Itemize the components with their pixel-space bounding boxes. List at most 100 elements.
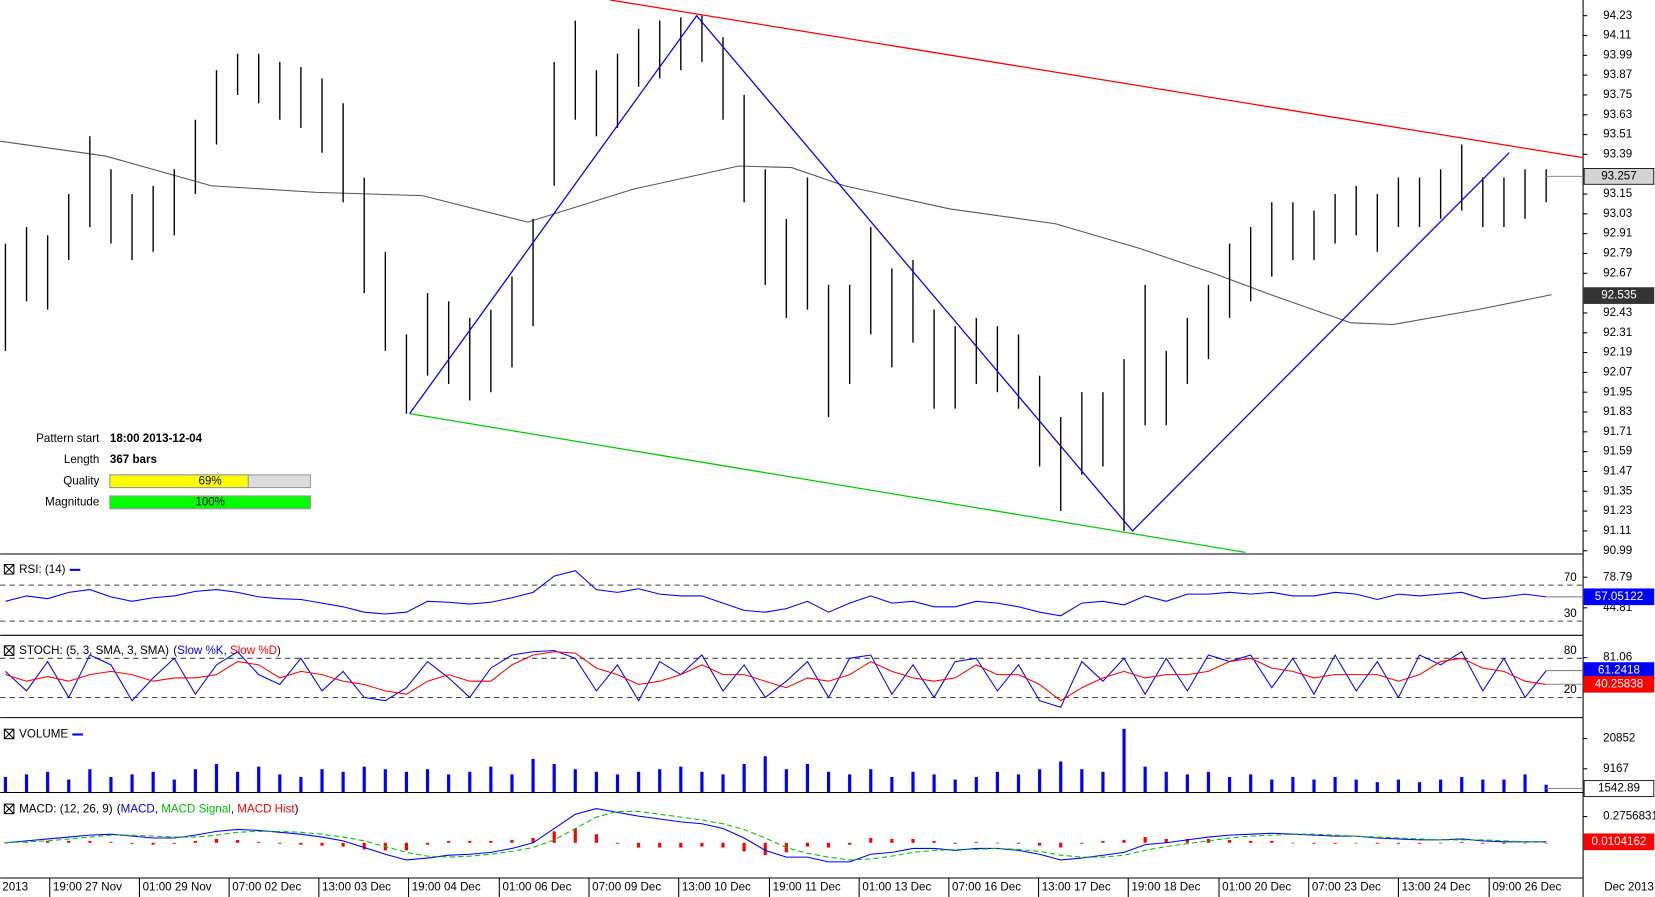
histogram-bar: [489, 840, 493, 843]
histogram-bar: [932, 840, 936, 843]
legend-punct: (: [117, 802, 121, 815]
volume-bar: [1206, 771, 1211, 793]
y-tick-label: 93.87: [1603, 68, 1632, 81]
volume-bar: [869, 769, 873, 793]
histogram-bar: [679, 842, 683, 848]
histogram-bar: [236, 839, 240, 843]
y-tick-label: 90.99: [1603, 544, 1632, 557]
histogram-bar: [172, 842, 176, 844]
histogram-bar: [1417, 842, 1422, 844]
volume-bar: [109, 776, 113, 793]
x-tick-label: 13:00 17 Dec: [1042, 881, 1111, 894]
volume-bar: [679, 766, 683, 793]
x-tick-label: 19:00 11 Dec: [773, 881, 841, 894]
y-tick-label: 92.43: [1603, 306, 1632, 319]
histogram-bar: [404, 842, 409, 851]
histogram-bar: [1122, 839, 1126, 843]
y-tick-label: 20852: [1603, 732, 1635, 745]
histogram-bar: [88, 840, 92, 843]
level-label: 20: [1564, 683, 1577, 696]
volume-bar: [594, 771, 598, 793]
histogram-bar: [1080, 842, 1084, 844]
legend-entry: MACD Hist: [237, 802, 295, 815]
volume-bar: [404, 771, 409, 793]
histogram-bar: [1502, 842, 1506, 844]
value-box: [1583, 675, 1655, 693]
volume-bar: [257, 766, 261, 793]
y-tick-label: 92.19: [1603, 346, 1632, 359]
x-tick-label: 13:00 03 Dec: [322, 881, 391, 894]
value-box-label: 61.2418: [1598, 664, 1640, 677]
y-tick-label: 93.15: [1603, 187, 1632, 200]
histogram-bar: [848, 842, 852, 845]
legend-punct: ,: [155, 802, 161, 815]
volume-bar: [46, 771, 50, 793]
volume-bar: [1502, 779, 1506, 793]
volume-bar: [848, 774, 852, 793]
volume-bar: [1481, 779, 1485, 793]
volume-bar: [763, 756, 767, 793]
histogram-bar: [742, 842, 746, 852]
info-label: Quality: [63, 474, 99, 487]
volume-bar: [531, 758, 535, 793]
volume-bar: [953, 779, 957, 793]
x-tick-label: 01:00 06 Dec: [502, 881, 571, 894]
histogram-bar: [362, 842, 366, 850]
y-tick-label: 91.47: [1603, 465, 1632, 478]
value-box: [1583, 833, 1655, 851]
panel-title-text: STOCH: (5, 3, SMA, 3, SMA): [19, 644, 169, 657]
y-tick-label: 91.23: [1603, 504, 1632, 517]
histogram-bar: [1354, 842, 1358, 844]
legend-entry: MACD Signal: [161, 802, 231, 815]
panel-checkbox: [3, 564, 15, 575]
histogram-bar: [1270, 840, 1274, 843]
volume-bar: [721, 774, 725, 793]
x-axis-start: 2013: [2, 881, 28, 894]
y-tick-label: 91.71: [1603, 425, 1632, 438]
volume-bar: [130, 774, 134, 793]
volume-bar: [88, 769, 92, 793]
legend-punct: ): [295, 802, 299, 815]
y-tick-label: 92.67: [1603, 266, 1632, 279]
volume-bar: [489, 766, 493, 793]
histogram-bar: [1312, 842, 1316, 844]
volume-bar: [214, 764, 219, 793]
histogram-bar: [130, 842, 134, 844]
volume-bar: [1059, 761, 1063, 793]
panel-title-text: VOLUME: [19, 728, 68, 741]
level-label: 30: [1564, 607, 1577, 620]
y-tick-label: 93.03: [1603, 207, 1632, 220]
histogram-bar: [193, 840, 197, 843]
pattern-line: [409, 14, 1510, 532]
volume-bar: [3, 776, 8, 793]
histogram-bar: [1523, 842, 1527, 844]
volume-bar: [995, 771, 999, 793]
panel-checkbox: [3, 645, 15, 656]
panel-title-text: RSI: (14): [19, 563, 66, 576]
panel-checkbox-mark: [3, 645, 15, 656]
volume-bar: [552, 764, 556, 793]
histogram-bar: [721, 842, 725, 848]
volume-bar: [447, 774, 451, 793]
panel-title: VOLUME: [19, 728, 68, 741]
y-tick-label: 0.2756831: [1603, 810, 1655, 823]
x-tick-label: 07:00 02 Dec: [232, 881, 301, 894]
y-tick-label: 92.79: [1603, 247, 1632, 260]
info-bar: [109, 474, 249, 489]
level-label: 70: [1564, 571, 1577, 584]
legend-entry: Slow %D: [230, 644, 277, 657]
x-tick-label: 19:00 04 Dec: [412, 881, 481, 894]
histogram-bar: [278, 842, 282, 844]
volume-bar: [805, 764, 810, 793]
volume-bar: [1523, 774, 1527, 793]
histogram-bar: [1396, 842, 1400, 844]
volume-bar: [24, 774, 29, 793]
histogram-bar: [594, 834, 598, 843]
y-tick-label: 92.91: [1603, 227, 1632, 240]
y-tick-label: 91.11: [1603, 524, 1631, 537]
histogram-bar: [1460, 841, 1464, 843]
moving-average: [0, 140, 1552, 326]
level-label: 80: [1564, 644, 1577, 657]
